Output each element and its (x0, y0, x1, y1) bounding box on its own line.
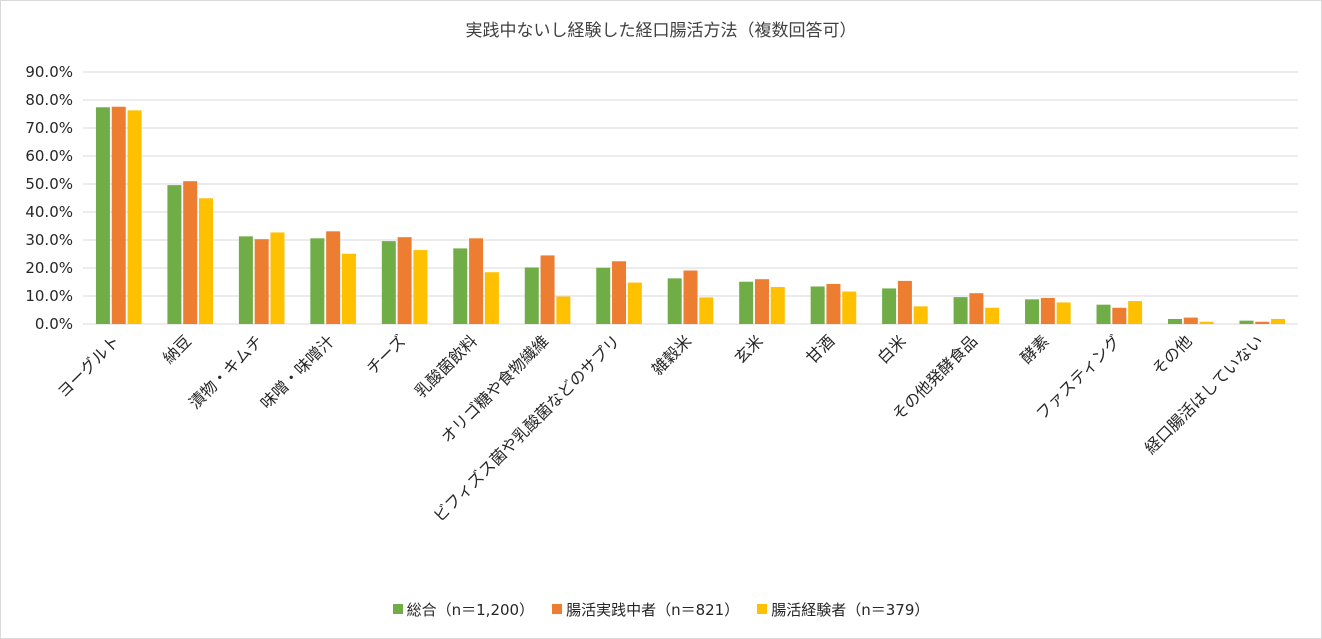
bar-series-1-cat-12 (969, 293, 984, 324)
x-category-label: チーズ (363, 331, 410, 378)
bar-series-0-cat-0 (95, 107, 110, 324)
bar-series-0-cat-5 (453, 248, 468, 324)
bar-series-1-cat-8 (683, 270, 698, 324)
bar-series-2-cat-3 (341, 253, 356, 324)
bar-series-0-cat-11 (882, 288, 897, 324)
bar-series-2-cat-15 (1199, 321, 1214, 324)
x-category-label: その他 (1148, 331, 1195, 378)
bar-series-0-cat-15 (1167, 318, 1182, 324)
bar-series-2-cat-14 (1128, 301, 1143, 324)
legend-swatch-experienced (757, 604, 768, 614)
legend-item-practicing: 腸活実践中者（n＝821） (552, 599, 739, 620)
bar-series-2-cat-8 (699, 297, 714, 324)
bar-series-1-cat-2 (254, 239, 269, 324)
bar-series-2-cat-9 (770, 287, 785, 324)
bar-series-0-cat-1 (167, 185, 182, 324)
bar-series-1-cat-3 (326, 231, 341, 324)
x-category-label: 甘酒 (802, 331, 838, 367)
bar-series-1-cat-14 (1112, 307, 1127, 324)
x-category-label: 漬物・キムチ (185, 331, 266, 412)
x-category-label: 白米 (874, 331, 910, 367)
bar-series-1-cat-11 (897, 280, 912, 324)
bar-series-2-cat-1 (199, 198, 214, 324)
bar-series-2-cat-2 (270, 232, 285, 324)
x-category-label: ヨーグルト (54, 331, 124, 401)
bar-series-1-cat-9 (754, 279, 769, 324)
bar-series-2-cat-16 (1271, 318, 1286, 324)
legend-swatch-practicing (552, 604, 563, 614)
chart-title: 実践中ないし経験した経口腸活方法（複数回答可） (466, 21, 857, 41)
x-category-label: 乳酸菌飲料 (411, 331, 481, 401)
x-category-label: 味噌・味噌汁 (257, 331, 338, 412)
legend-label-total: 総合（n＝1,200） (406, 600, 535, 619)
bar-series-1-cat-7 (612, 261, 627, 324)
y-tick-label: 50.0% (25, 175, 73, 193)
x-category-label: 納豆 (159, 331, 195, 367)
y-tick-label: 90.0% (25, 63, 73, 81)
bar-series-1-cat-5 (469, 238, 484, 324)
legend-item-total: 総合（n＝1,200） (392, 599, 535, 620)
legend: 総合（n＝1,200） 腸活実践中者（n＝821） 腸活経験者（n＝379） (0, 597, 1322, 621)
y-tick-label: 10.0% (25, 287, 73, 305)
bar-series-0-cat-12 (953, 297, 968, 324)
y-tick-label: 0.0% (35, 315, 73, 333)
x-category-label: 経口腸活はしていない (1141, 331, 1267, 457)
bar-series-2-cat-12 (985, 307, 1000, 324)
bar-series-1-cat-15 (1183, 317, 1198, 324)
bar-series-1-cat-0 (111, 106, 126, 324)
bar-series-1-cat-10 (826, 283, 841, 324)
bar-series-2-cat-5 (484, 272, 499, 324)
bar-series-0-cat-9 (739, 281, 754, 324)
bar-series-2-cat-7 (627, 282, 642, 324)
bar-series-0-cat-7 (596, 267, 611, 324)
x-category-label: 玄米 (731, 331, 767, 367)
bar-series-0-cat-8 (667, 278, 682, 324)
bar-series-1-cat-16 (1255, 321, 1270, 324)
legend-swatch-total (392, 604, 403, 614)
x-category-label: 雑穀米 (648, 331, 695, 378)
bar-series-1-cat-13 (1040, 297, 1055, 324)
bar-series-2-cat-10 (842, 291, 857, 324)
bar-series-0-cat-16 (1239, 320, 1254, 324)
bar-series-0-cat-10 (810, 286, 825, 324)
bar-series-1-cat-4 (397, 237, 412, 324)
bar-series-2-cat-4 (413, 250, 428, 324)
gridlines (83, 71, 1298, 325)
bars (95, 106, 1286, 324)
bar-series-2-cat-6 (556, 296, 571, 324)
legend-label-experienced: 腸活経験者（n＝379） (771, 600, 930, 619)
y-axis-ticks: 0.0% 10.0% 20.0% 30.0% 40.0% 50.0% 60.0% 70.0% 8… (25, 63, 73, 333)
y-tick-label: 70.0% (25, 119, 73, 137)
bar-series-0-cat-3 (310, 238, 325, 324)
y-tick-label: 40.0% (25, 203, 73, 221)
y-tick-label: 80.0% (25, 91, 73, 109)
y-tick-label: 60.0% (25, 147, 73, 165)
bar-series-2-cat-13 (1056, 302, 1071, 324)
bar-series-0-cat-13 (1025, 299, 1040, 324)
bar-series-1-cat-6 (540, 255, 555, 324)
x-category-label: 酵素 (1017, 331, 1053, 367)
bar-series-0-cat-14 (1096, 304, 1111, 324)
y-tick-label: 30.0% (25, 231, 73, 249)
bar-series-1-cat-1 (183, 181, 198, 324)
bar-series-0-cat-6 (524, 267, 539, 324)
bar-series-2-cat-0 (127, 110, 142, 324)
legend-label-practicing: 腸活実践中者（n＝821） (566, 600, 740, 619)
bar-series-2-cat-11 (913, 306, 928, 324)
bar-series-0-cat-4 (381, 241, 396, 324)
y-tick-label: 20.0% (25, 259, 73, 277)
bar-series-0-cat-2 (238, 236, 253, 324)
legend-item-experienced: 腸活経験者（n＝379） (757, 599, 929, 620)
